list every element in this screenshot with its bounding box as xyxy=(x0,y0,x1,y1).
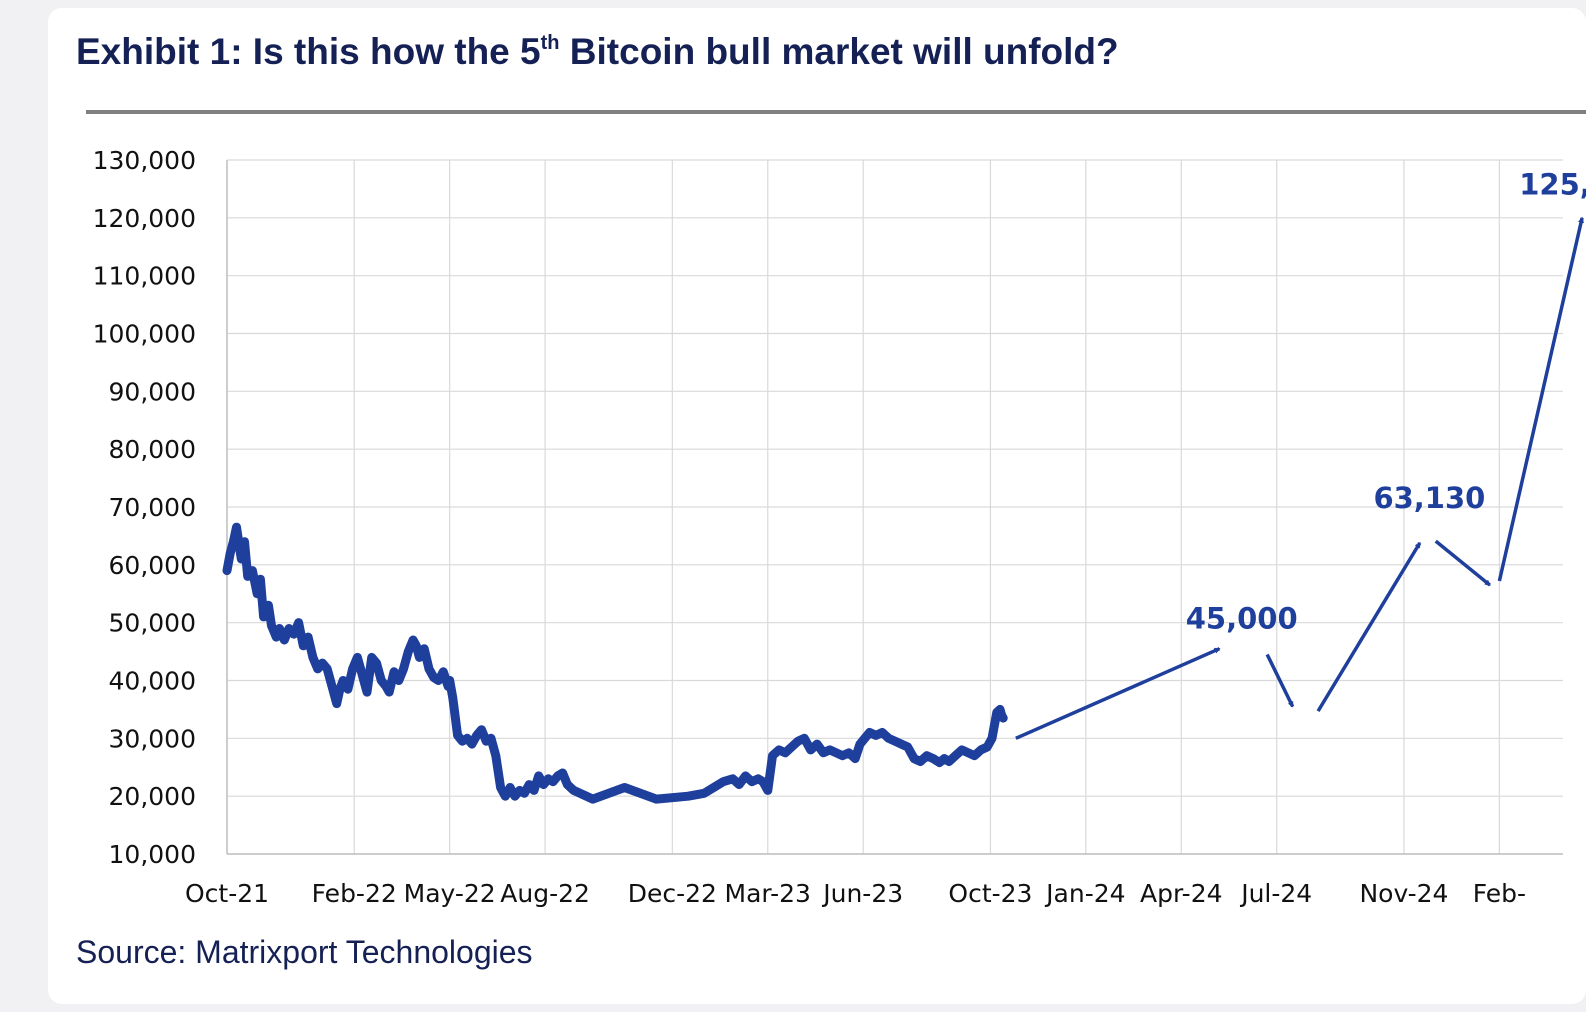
exhibit-title: Exhibit 1: Is this how the 5th Bitcoin b… xyxy=(76,28,1119,76)
x-tick-label: Oct-21 xyxy=(185,879,269,908)
projection-label: 45,000 xyxy=(1186,601,1298,635)
projection-arrows xyxy=(1015,216,1584,740)
y-tick-label: 60,000 xyxy=(109,551,196,580)
x-tick-label: Jun-23 xyxy=(821,879,903,908)
projection-labels: 45,000 63,130 125,000 xyxy=(1186,168,1586,636)
x-tick-label: Jan-24 xyxy=(1044,879,1125,908)
title-prefix: Exhibit 1: Is this how the 5 xyxy=(76,31,541,72)
y-tick-label: 100,000 xyxy=(93,320,196,349)
title-suffix: Bitcoin bull market will unfold? xyxy=(559,31,1119,72)
x-tick-label: Oct-23 xyxy=(948,879,1032,908)
y-tick-label: 10,000 xyxy=(109,840,196,869)
x-tick-label: Nov-24 xyxy=(1359,879,1448,908)
y-tick-label: 130,000 xyxy=(93,146,196,175)
y-tick-label: 50,000 xyxy=(109,609,196,638)
projection-arrow xyxy=(1265,653,1295,708)
source-note: Source: Matrixport Technologies xyxy=(76,934,533,970)
y-tick-label: 40,000 xyxy=(109,667,196,696)
y-tick-label: 120,000 xyxy=(93,204,196,233)
x-tick-label: Aug-22 xyxy=(500,879,590,908)
price-series xyxy=(222,522,1008,804)
chart-card xyxy=(48,8,1586,1004)
y-tick-label: 70,000 xyxy=(109,493,196,522)
y-tick-label: 20,000 xyxy=(109,782,196,811)
projection-arrow xyxy=(1434,539,1491,587)
x-tick-label: Dec-22 xyxy=(628,879,717,908)
x-tick-label: Jul-24 xyxy=(1239,879,1312,908)
projection-label: 125,000 xyxy=(1519,168,1586,202)
y-tick-label: 90,000 xyxy=(109,377,196,406)
x-tick-label: May-22 xyxy=(404,879,496,908)
gridlines xyxy=(226,159,1563,855)
projection-label: 63,130 xyxy=(1373,481,1485,515)
y-tick-label: 30,000 xyxy=(109,724,196,753)
x-tick-label: Mar-23 xyxy=(725,879,811,908)
y-tick-label: 80,000 xyxy=(109,435,196,464)
y-tick-label: 110,000 xyxy=(93,262,196,291)
price-line xyxy=(222,522,1008,804)
projection-arrow xyxy=(1497,216,1584,582)
axes: 10,000 20,000 30,000 40,000 50,000 60,000 70,0… xyxy=(93,146,1563,908)
projection-arrow xyxy=(1316,541,1422,713)
title-divider xyxy=(86,110,1586,114)
x-tick-label: Apr-24 xyxy=(1140,879,1222,908)
x-tick-label: Feb- xyxy=(1473,879,1526,908)
x-tick-label: Feb-22 xyxy=(312,879,397,908)
projection-arrow xyxy=(1015,647,1221,740)
title-superscript: th xyxy=(540,32,560,54)
